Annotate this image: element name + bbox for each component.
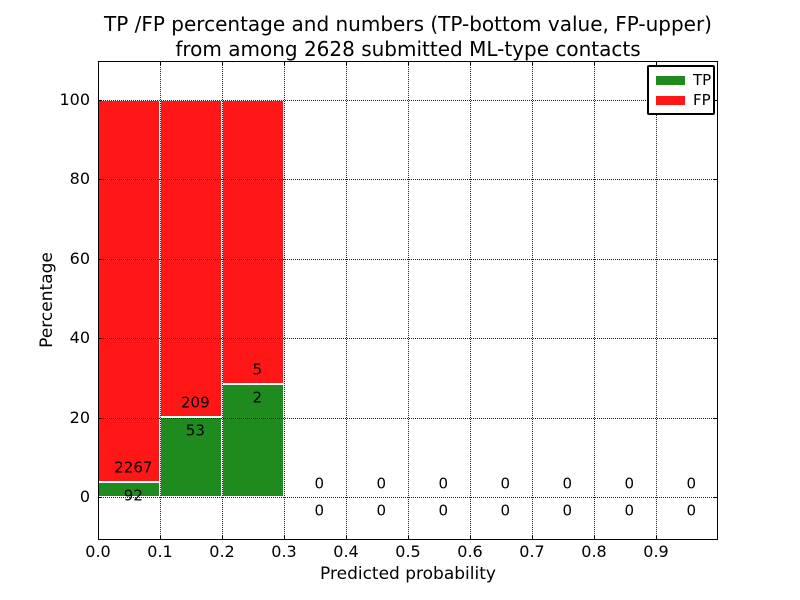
x-tick-top (532, 61, 533, 65)
x-tick-label: 0.5 (395, 542, 421, 561)
x-gridline (594, 61, 595, 540)
x-tick-top (160, 61, 161, 65)
tp-count-label: 0 (624, 501, 635, 520)
fp-count-label: 0 (624, 474, 635, 493)
bar-fp-segment (222, 99, 284, 384)
x-gridline (656, 61, 657, 540)
bar-tp-segment (160, 416, 222, 498)
x-tick-bottom (656, 536, 657, 540)
x-gridline (532, 61, 533, 540)
chart-title-line1: TP /FP percentage and numbers (TP-bottom… (104, 12, 712, 36)
fp-count-label: 5 (252, 360, 263, 379)
legend-entry-tp: TP (656, 72, 713, 88)
legend-label-fp: FP (693, 91, 711, 109)
y-tick-right (714, 99, 718, 101)
tp-count-label: 0 (314, 501, 325, 520)
fp-count-label: 2267 (114, 458, 153, 477)
x-tick-label: 0.8 (581, 542, 607, 561)
x-tick-top (594, 61, 595, 65)
x-tick-bottom (408, 536, 409, 540)
x-tick-top (408, 61, 409, 65)
tp-count-label: 0 (438, 501, 449, 520)
x-tick-top (346, 61, 347, 65)
x-tick-top (98, 61, 99, 65)
tp-count-label: 0 (500, 501, 511, 520)
x-tick-label: 0.0 (85, 542, 111, 561)
fp-count-label: 0 (376, 474, 387, 493)
x-gridline (160, 61, 161, 540)
fp-count-label: 0 (686, 474, 697, 493)
y-tick-left (98, 258, 102, 260)
y-tick-right (714, 179, 718, 181)
tp-count-label: 2 (252, 388, 263, 407)
x-tick-bottom (160, 536, 161, 540)
y-tick-left (98, 497, 102, 499)
x-axis-label: Predicted probability (320, 564, 496, 584)
legend-swatch-tp (656, 75, 685, 85)
fp-count-label: 0 (562, 474, 573, 493)
x-tick-top (470, 61, 471, 65)
x-gridline (346, 61, 347, 540)
x-tick-bottom (284, 536, 285, 540)
x-tick-bottom (594, 536, 595, 540)
y-tick-label: 40 (69, 328, 90, 348)
y-tick-right (714, 338, 718, 340)
y-tick-left (98, 179, 102, 181)
x-tick-bottom (470, 536, 471, 540)
x-tick-label: 0.3 (271, 542, 297, 561)
fp-count-label: 0 (500, 474, 511, 493)
x-tick-label: 0.4 (333, 542, 359, 561)
x-tick-label: 0.6 (457, 542, 483, 561)
x-tick-label: 0.7 (519, 542, 545, 561)
tp-count-label: 0 (376, 501, 387, 520)
legend-entry-fp: FP (656, 92, 713, 108)
x-tick-bottom (98, 536, 99, 540)
y-tick-label: 80 (69, 169, 90, 189)
x-gridline (284, 61, 285, 540)
y-tick-label: 100 (59, 89, 90, 109)
legend-label-tp: TP (693, 71, 712, 89)
x-tick-label: 0.2 (209, 542, 235, 561)
tp-count-label: 92 (123, 486, 143, 505)
x-tick-bottom (222, 536, 223, 540)
tp-count-label: 53 (185, 421, 205, 440)
chart-title-line2: from among 2628 submitted ML-type contac… (175, 37, 641, 61)
bar-tp-segment (222, 383, 284, 498)
tp-count-label: 0 (562, 501, 573, 520)
x-gridline (470, 61, 471, 540)
x-gridline (222, 61, 223, 540)
x-tick-top (656, 61, 657, 65)
y-tick-left (98, 417, 102, 419)
y-tick-left (98, 99, 102, 101)
chart-title: TP /FP percentage and numbers (TP-bottom… (98, 12, 718, 62)
x-tick-label: 0.1 (147, 542, 173, 561)
x-tick-bottom (532, 536, 533, 540)
y-tick-label: 20 (69, 407, 90, 427)
legend: TP FP (647, 65, 715, 115)
y-tick-left (98, 338, 102, 340)
fp-count-label: 0 (438, 474, 449, 493)
legend-swatch-fp (656, 95, 685, 105)
fp-count-label: 0 (314, 474, 325, 493)
y-tick-right (714, 497, 718, 499)
x-tick-top (284, 61, 285, 65)
y-tick-right (714, 258, 718, 260)
x-tick-top (222, 61, 223, 65)
y-tick-label: 60 (69, 248, 90, 268)
x-gridline (408, 61, 409, 540)
x-tick-label: 0.9 (643, 542, 669, 561)
y-tick-right (714, 417, 718, 419)
x-tick-bottom (346, 536, 347, 540)
plot-area: TP FP 2267 92 209 53 5 2 0 0 0 0 0 0 0 0 0 0 0 0 0 0 (98, 61, 718, 540)
fp-count-label: 209 (181, 393, 210, 412)
bar-fp-segment (98, 99, 160, 482)
y-tick-label: 0 (79, 487, 90, 507)
tp-count-label: 0 (686, 501, 697, 520)
